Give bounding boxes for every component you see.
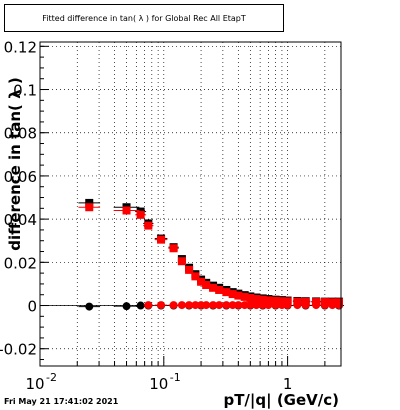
square-marker [157, 235, 166, 244]
circle-marker [252, 301, 261, 310]
circle-marker [85, 302, 94, 311]
square-marker [191, 272, 200, 281]
plot-frame [39, 41, 342, 367]
y-tick-label: -0.02 [0, 341, 37, 359]
y-tick-label: 0.12 [4, 38, 37, 56]
y-tick-label: 0.06 [4, 168, 37, 186]
square-marker [177, 257, 186, 266]
square-marker [264, 296, 273, 305]
circle-marker [191, 301, 200, 310]
circle-marker [277, 301, 286, 310]
timestamp-label: Fri May 21 17:41:02 2021 [4, 397, 119, 406]
circle-marker [157, 301, 166, 310]
square-marker [144, 221, 153, 230]
circle-marker [301, 301, 310, 310]
x-tick-label: 10 [25, 375, 44, 393]
chart-title: Fitted difference in tan( λ ) for Global… [4, 4, 284, 32]
circle-marker [177, 301, 186, 310]
x-tick-exponent: -1 [170, 371, 181, 384]
square-marker [122, 206, 131, 215]
axis-ticks [39, 45, 326, 366]
circle-marker [240, 301, 249, 310]
square-marker [271, 296, 280, 305]
x-tick-exponent: -2 [46, 371, 57, 384]
circle-marker [283, 301, 292, 310]
y-tick-label: 0.04 [4, 211, 37, 229]
square-marker [222, 288, 231, 297]
circle-marker [334, 301, 343, 310]
circle-marker [234, 301, 243, 310]
y-tick-label: 0.08 [4, 125, 37, 143]
circle-marker [144, 301, 153, 310]
circle-marker [246, 301, 255, 310]
square-marker [202, 281, 211, 289]
circle-marker [209, 301, 218, 310]
square-marker [185, 265, 194, 274]
x-tick-label: 10 [149, 375, 168, 393]
circle-marker [328, 301, 337, 310]
square-marker [258, 295, 267, 304]
square-marker [240, 292, 249, 301]
circle-marker [169, 301, 178, 310]
grid-lines [39, 42, 341, 366]
square-marker [252, 295, 261, 304]
square-marker [197, 277, 206, 286]
square-marker [228, 290, 237, 299]
circle-marker [258, 301, 267, 310]
square-marker [215, 285, 224, 294]
square-marker [85, 198, 94, 207]
circle-marker [136, 301, 145, 310]
circle-marker [185, 301, 194, 310]
circle-marker [271, 301, 280, 310]
circle-marker [228, 301, 237, 310]
x-tick-label: 1 [283, 375, 293, 393]
square-marker [234, 291, 243, 300]
y-tick-label: 0.1 [13, 82, 37, 100]
circle-marker [320, 301, 329, 310]
circle-marker [293, 301, 302, 310]
y-axis-label: difference in tan( λ ) [6, 77, 24, 250]
circle-marker [215, 301, 224, 310]
circle-marker [312, 301, 321, 310]
y-tick-label: 0 [27, 298, 37, 316]
square-marker [246, 293, 255, 302]
circle-marker [264, 301, 273, 310]
square-marker [209, 283, 218, 292]
square-marker [85, 203, 94, 212]
square-marker [169, 244, 178, 253]
square-marker [136, 210, 145, 219]
data-points [78, 198, 344, 311]
circle-marker [202, 301, 211, 310]
circle-marker [122, 302, 131, 311]
circle-marker [222, 301, 231, 310]
x-axis-label: pT/|q| (GeV/c) [223, 391, 339, 410]
y-tick-label: 0.02 [4, 254, 37, 272]
